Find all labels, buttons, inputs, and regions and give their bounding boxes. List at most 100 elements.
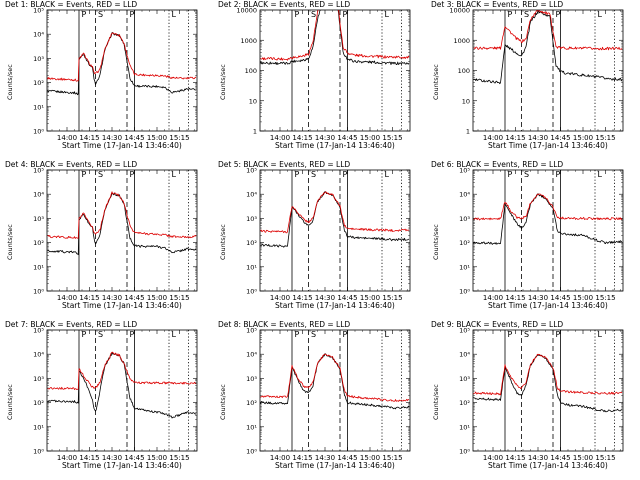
y-tick-label: 10³ xyxy=(33,215,44,223)
chart-plot-det-2: 1 10 100 1000 10000 14:00 14:15 14:30 14:45 15:00… xyxy=(236,7,411,142)
interval-label: L xyxy=(385,330,390,339)
chart-title: Det 6: BLACK = Events, RED = LLD xyxy=(431,160,564,169)
series-lld-line xyxy=(260,353,410,402)
interval-label: L xyxy=(598,330,603,339)
x-tick-label: 15:15 xyxy=(169,294,189,302)
y-tick-label: 10 xyxy=(249,97,257,105)
interval-label: P xyxy=(508,330,513,339)
series-events-line xyxy=(473,354,623,413)
x-tick-label: 14:15 xyxy=(292,294,312,302)
interval-label: S xyxy=(524,330,529,339)
y-tick-label: 10³ xyxy=(33,55,44,63)
interval-label: L xyxy=(172,10,177,19)
plot-frame xyxy=(46,329,198,452)
chart-title: Det 1: BLACK = Events, RED = LLD xyxy=(5,0,138,9)
interval-label: P xyxy=(343,170,348,179)
y-tick-label: 10¹ xyxy=(33,423,44,431)
y-tick-label: 10¹ xyxy=(246,263,257,271)
x-tick-label: 14:15 xyxy=(79,454,99,462)
chart-plot-det-3: 1 10 100 1000 10000 14:00 14:15 14:30 14:45 15:00… xyxy=(449,7,624,142)
plot-frame xyxy=(472,329,624,452)
x-tick-label: 14:00 xyxy=(57,134,77,142)
x-axis-label: Start Time (17-Jan-14 13:46:40) xyxy=(488,461,608,470)
y-tick-label: 1000 xyxy=(453,37,470,45)
y-tick-label: 10⁵ xyxy=(33,7,44,15)
x-axis-label: Start Time (17-Jan-14 13:46:40) xyxy=(62,461,182,470)
interval-label: P xyxy=(130,170,135,179)
x-tick-label: 14:00 xyxy=(57,454,77,462)
x-tick-label: 14:30 xyxy=(315,454,335,462)
interval-label: P xyxy=(508,10,513,19)
y-tick-label: 10³ xyxy=(246,375,257,383)
x-tick-label: 15:15 xyxy=(169,454,189,462)
x-tick-label: 15:15 xyxy=(382,294,402,302)
y-tick-label: 10⁵ xyxy=(246,167,257,175)
y-tick-label: 100 xyxy=(458,67,470,75)
y-tick-label: 10² xyxy=(459,399,470,407)
x-tick-label: 14:30 xyxy=(528,294,548,302)
y-tick-label: 10⁵ xyxy=(459,167,470,175)
y-tick-label: 10⁴ xyxy=(246,351,257,359)
interval-label: P xyxy=(82,330,87,339)
chart-title: Det 2: BLACK = Events, RED = LLD xyxy=(218,0,351,9)
interval-label: S xyxy=(311,330,316,339)
series-lld-line xyxy=(260,191,410,234)
interval-label: L xyxy=(598,170,603,179)
x-tick-label: 15:15 xyxy=(382,454,402,462)
x-tick-label: 15:00 xyxy=(573,134,593,142)
interval-label: L xyxy=(172,330,177,339)
y-tick-label: 10⁵ xyxy=(459,327,470,335)
x-tick-label: 14:00 xyxy=(483,454,503,462)
y-tick-label: 10000 xyxy=(449,7,470,15)
series-lld-line xyxy=(473,193,623,221)
y-tick-label: 10⁴ xyxy=(33,191,44,199)
series-events-line xyxy=(47,32,197,96)
plot-frame xyxy=(46,9,198,132)
y-tick-label: 10² xyxy=(246,399,257,407)
series-lld-line xyxy=(47,191,197,239)
chart-panel-det-6: Det 6: BLACK = Events, RED = LLD Start Ti… xyxy=(426,160,639,320)
series-lld-line xyxy=(473,353,623,396)
interval-label: L xyxy=(172,170,177,179)
x-axis-label: Start Time (17-Jan-14 13:46:40) xyxy=(275,141,395,150)
x-tick-label: 14:45 xyxy=(124,294,144,302)
y-tick-label: 10⁰ xyxy=(246,448,257,456)
series-lld-line xyxy=(47,32,197,82)
x-tick-label: 15:15 xyxy=(595,454,615,462)
interval-label: P xyxy=(82,10,87,19)
chart-panel-det-3: Det 3: BLACK = Events, RED = LLD Start Ti… xyxy=(426,0,639,160)
x-tick-label: 14:30 xyxy=(102,134,122,142)
y-tick-label: 10⁴ xyxy=(246,191,257,199)
x-tick-label: 15:15 xyxy=(595,294,615,302)
chart-panel-det-4: Det 4: BLACK = Events, RED = LLD Start Ti… xyxy=(0,160,213,320)
y-tick-label: 100 xyxy=(245,67,257,75)
series-events-line xyxy=(47,192,197,256)
x-tick-label: 14:30 xyxy=(102,294,122,302)
chart-title: Det 3: BLACK = Events, RED = LLD xyxy=(431,0,564,9)
interval-label: P xyxy=(556,330,561,339)
x-tick-label: 15:15 xyxy=(595,134,615,142)
y-tick-label: 10⁰ xyxy=(246,288,257,296)
y-tick-label: 10⁰ xyxy=(33,128,44,136)
y-tick-label: 10⁵ xyxy=(33,167,44,175)
y-tick-label: 10² xyxy=(459,239,470,247)
x-tick-label: 14:00 xyxy=(483,134,503,142)
plot-frame xyxy=(259,169,411,292)
y-tick-label: 10¹ xyxy=(459,263,470,271)
x-tick-label: 14:00 xyxy=(483,294,503,302)
interval-label: S xyxy=(524,10,529,19)
y-tick-label: 10⁰ xyxy=(33,288,44,296)
series-events-line xyxy=(47,352,197,419)
x-tick-label: 14:30 xyxy=(315,134,335,142)
y-tick-label: 1000 xyxy=(240,37,257,45)
chart-title: Det 7: BLACK = Events, RED = LLD xyxy=(5,320,138,329)
chart-title: Det 5: BLACK = Events, RED = LLD xyxy=(218,160,351,169)
interval-label: L xyxy=(385,10,390,19)
interval-label: S xyxy=(98,170,103,179)
x-tick-label: 14:45 xyxy=(337,294,357,302)
y-tick-label: 10³ xyxy=(459,215,470,223)
interval-label: P xyxy=(556,170,561,179)
